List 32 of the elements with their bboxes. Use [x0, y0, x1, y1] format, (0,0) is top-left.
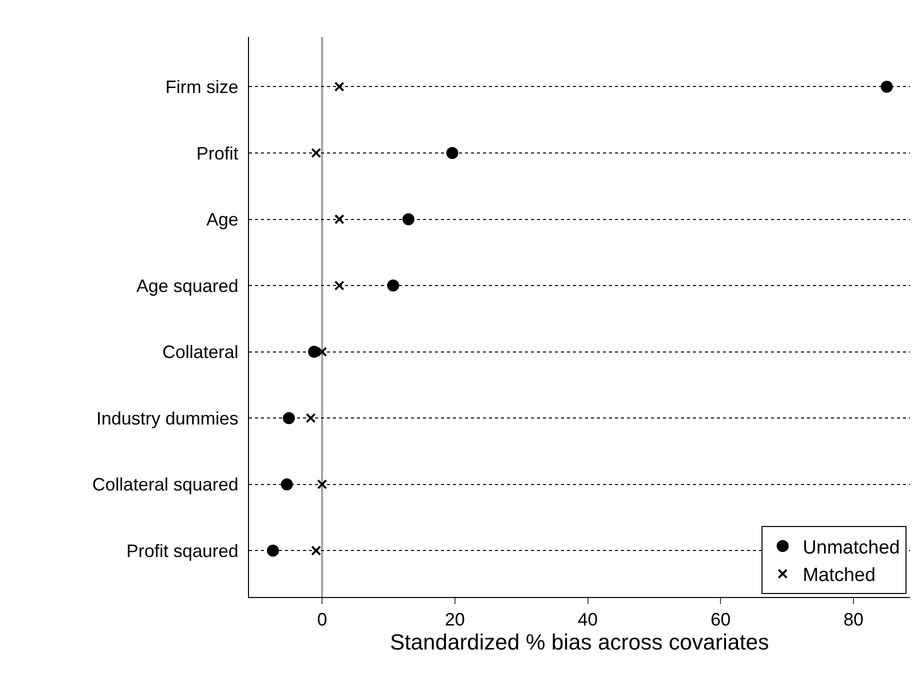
point	[402, 213, 414, 226]
point	[334, 82, 344, 92]
y-tick-label: Profit	[196, 143, 238, 164]
y-tick-label: Firm size	[165, 77, 238, 97]
legend-label: Unmatched	[802, 537, 900, 558]
point	[308, 346, 320, 358]
y-tick-label: Collateral squared	[92, 474, 238, 495]
point	[387, 280, 400, 292]
y-tick-label: Profit sqaured	[126, 540, 238, 561]
point	[317, 346, 328, 357]
point	[282, 412, 295, 424]
point	[311, 148, 322, 158]
point	[334, 280, 344, 291]
x-tick-label: 80	[844, 610, 864, 630]
x-tick-label: 0	[317, 610, 328, 630]
point	[317, 479, 328, 490]
x-tick-label: 20	[444, 610, 465, 630]
point	[280, 478, 293, 490]
point	[446, 146, 458, 159]
y-tick-label: Industry dummies	[96, 408, 238, 428]
x-tick-label: 40	[578, 610, 598, 630]
y-tick-label: Age	[206, 210, 238, 230]
point	[311, 546, 322, 556]
point	[334, 214, 344, 224]
legend-label: Matched	[802, 565, 876, 586]
x-tick-label: 60	[710, 610, 731, 630]
y-tick-label: Age squared	[136, 276, 238, 296]
point	[306, 413, 316, 424]
point	[880, 80, 893, 93]
x-axis-title: Standardized % bias across covariates	[390, 630, 770, 655]
point	[266, 544, 279, 557]
y-tick-label: Collateral	[162, 342, 238, 362]
